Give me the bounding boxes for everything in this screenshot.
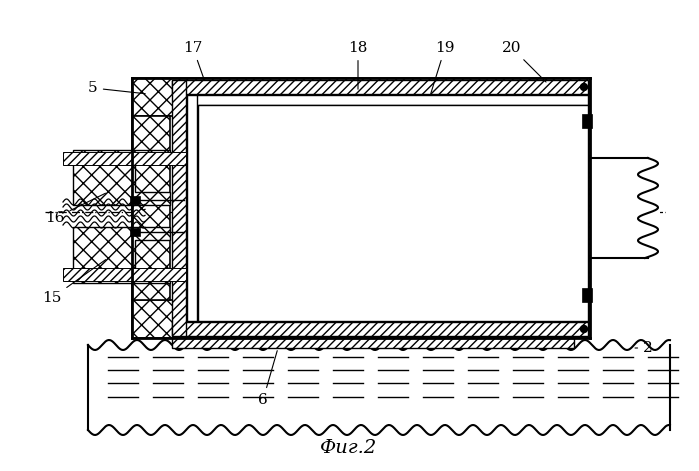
- Polygon shape: [73, 150, 170, 205]
- Polygon shape: [63, 268, 186, 281]
- Polygon shape: [198, 105, 588, 321]
- Polygon shape: [130, 196, 140, 204]
- Text: 15: 15: [43, 260, 106, 305]
- Text: 20: 20: [503, 41, 546, 82]
- Polygon shape: [132, 78, 590, 116]
- Polygon shape: [582, 288, 592, 302]
- Text: 16: 16: [45, 193, 106, 225]
- Polygon shape: [590, 158, 660, 258]
- Polygon shape: [172, 80, 186, 336]
- Text: 6: 6: [258, 351, 278, 407]
- Polygon shape: [582, 114, 592, 128]
- Text: 17: 17: [183, 41, 204, 80]
- Polygon shape: [130, 228, 140, 236]
- Circle shape: [580, 83, 587, 90]
- Polygon shape: [63, 152, 186, 165]
- Polygon shape: [132, 300, 590, 338]
- Circle shape: [580, 325, 587, 333]
- Text: 2: 2: [635, 341, 653, 355]
- Polygon shape: [132, 116, 170, 300]
- Text: 18: 18: [348, 41, 368, 89]
- Polygon shape: [552, 116, 590, 300]
- Polygon shape: [187, 95, 588, 105]
- Text: 19: 19: [431, 41, 455, 93]
- Polygon shape: [172, 80, 588, 94]
- Polygon shape: [172, 322, 588, 336]
- Text: 5: 5: [88, 81, 145, 95]
- Polygon shape: [187, 311, 588, 321]
- Polygon shape: [88, 345, 670, 430]
- Text: Фиг.2: Фиг.2: [320, 439, 377, 457]
- Polygon shape: [187, 95, 197, 321]
- Polygon shape: [172, 338, 574, 348]
- Polygon shape: [73, 227, 170, 283]
